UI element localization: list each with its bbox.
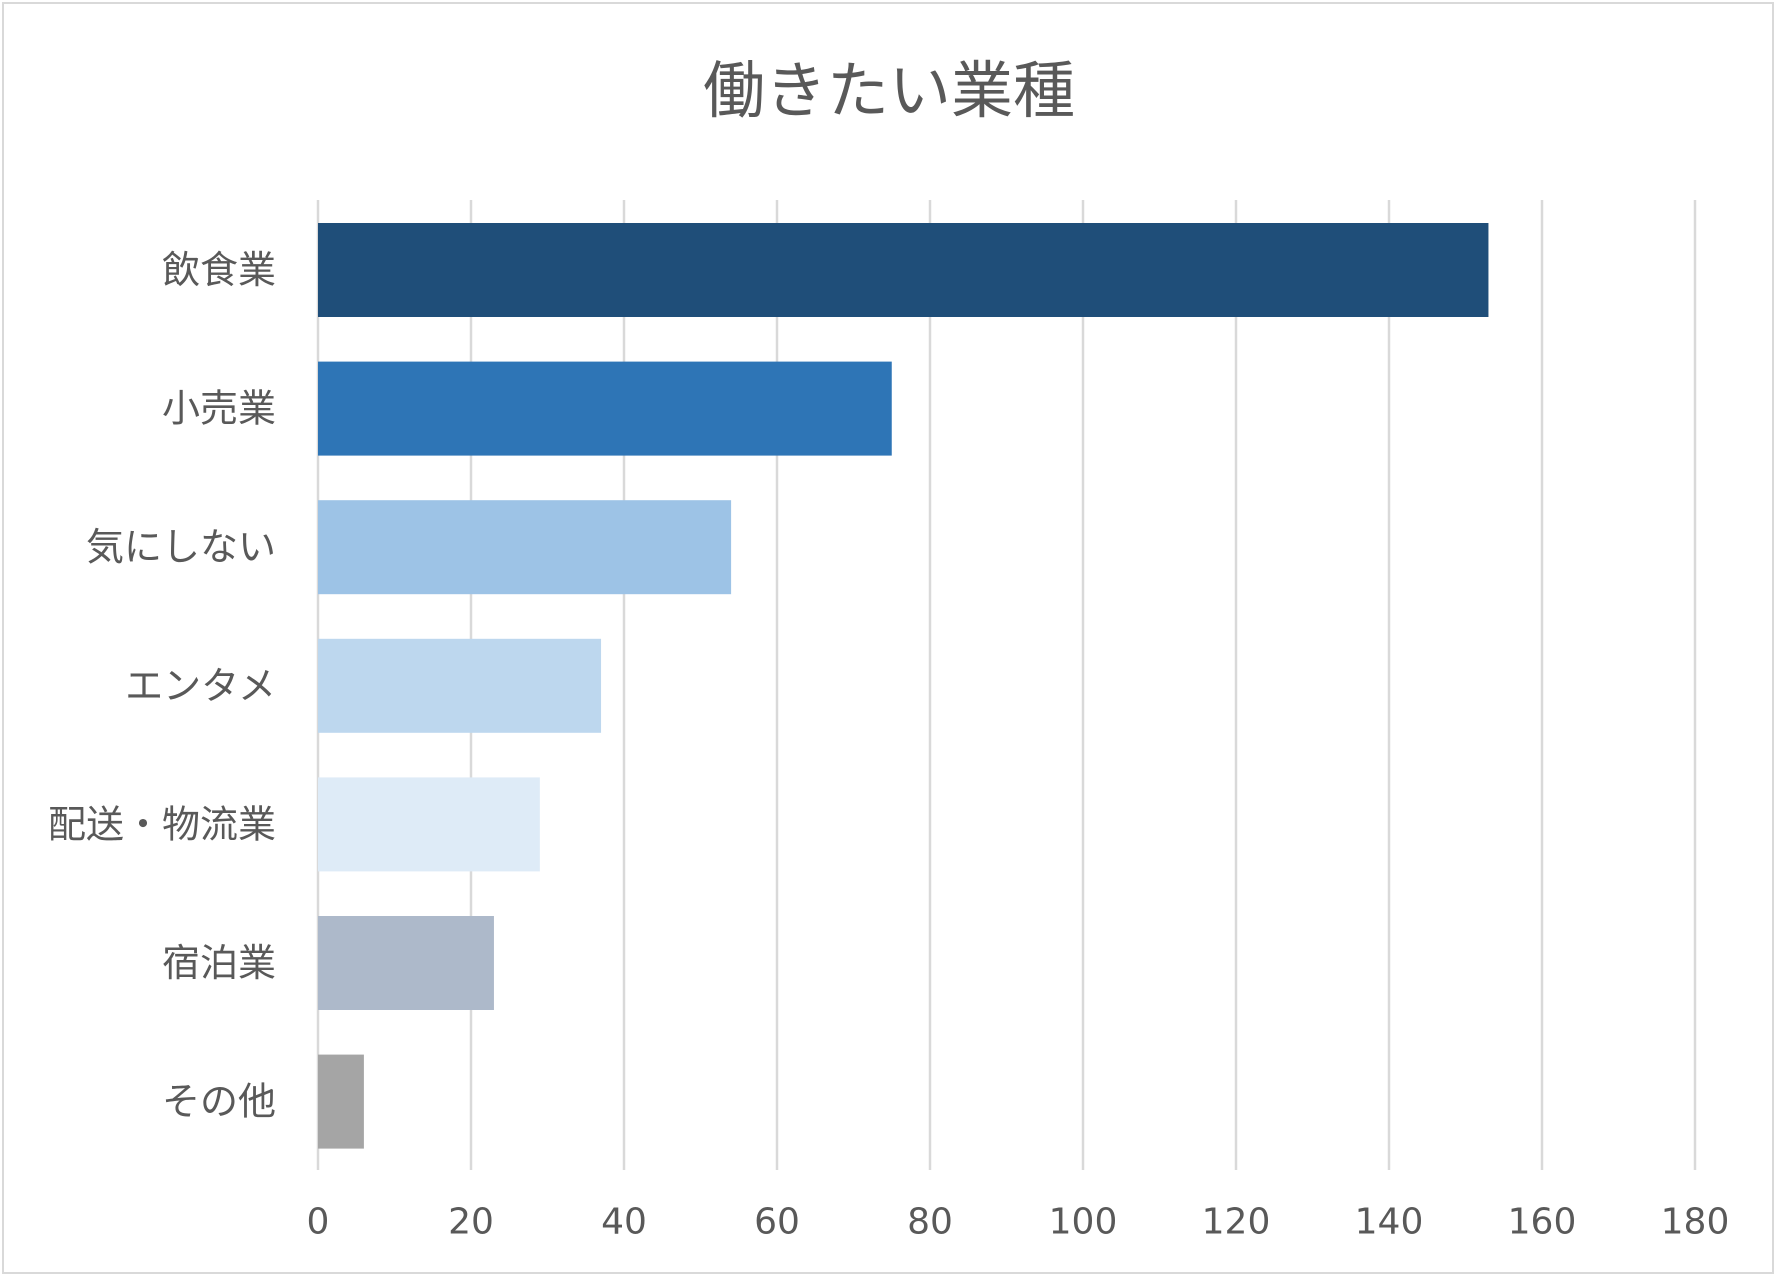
bar-6 [318,916,494,1010]
bar-1 [318,223,1489,317]
category-label-5: 配送・物流業 [48,802,276,846]
category-label-3: 気にしない [86,525,276,569]
x-tick-label-40: 40 [601,1202,647,1243]
bar-7 [318,1054,364,1149]
x-tick-label-120: 120 [1202,1202,1271,1243]
category-label-1: 飲食業 [162,248,276,292]
bar-3 [318,500,732,595]
x-tick-label-0: 0 [307,1202,330,1243]
bar-4 [318,638,602,733]
bar-5 [318,777,540,872]
x-tick-label-160: 160 [1508,1202,1577,1243]
category-label-7: その他 [162,1080,276,1124]
x-tick-label-180: 180 [1661,1202,1730,1243]
chart-title: 働きたい業種 [702,54,1075,127]
x-tick-label-60: 60 [754,1202,800,1243]
category-label-6: 宿泊業 [162,941,276,985]
x-tick-label-100: 100 [1049,1202,1118,1243]
x-tick-label-140: 140 [1355,1202,1424,1243]
x-tick-label-80: 80 [907,1202,953,1243]
bar-2 [318,361,892,456]
x-tick-label-20: 20 [448,1202,494,1243]
category-label-2: 小売業 [162,387,276,431]
category-label-4: エンタメ [125,664,276,708]
